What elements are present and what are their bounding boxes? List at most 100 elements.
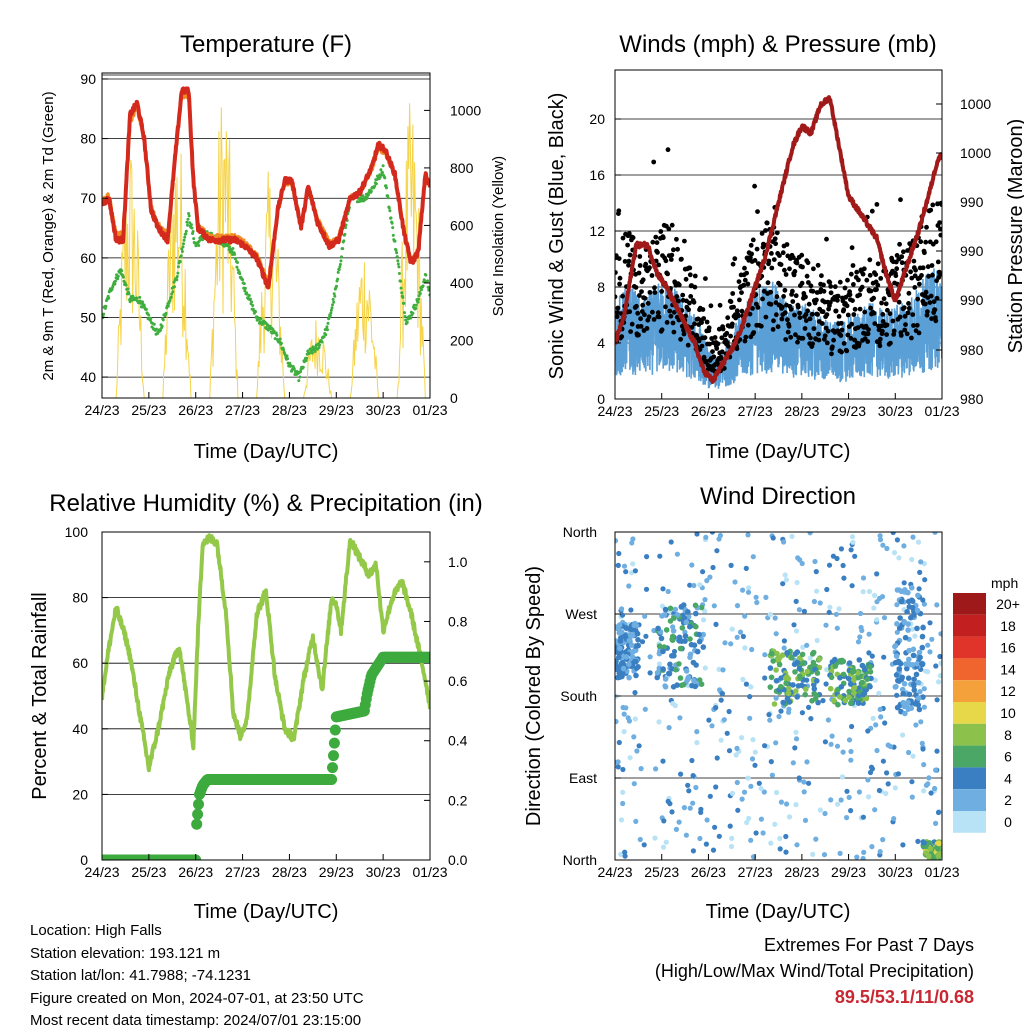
dewpoint-point: [113, 282, 117, 286]
wind-direction-point: [801, 789, 807, 795]
wind-direction-point: [632, 690, 638, 696]
dewpoint-point: [403, 315, 407, 318]
dewpoint-point: [374, 182, 378, 186]
wind-direction-point: [689, 757, 695, 764]
wind-direction-point: [882, 720, 888, 726]
wind-direction-point: [633, 658, 639, 665]
wind-direction-point: [647, 670, 653, 676]
wind-direction-point: [861, 849, 867, 856]
winds-xtick-label: 25/23: [644, 403, 679, 419]
gust-point: [742, 265, 747, 271]
gust-point: [712, 335, 718, 340]
gust-point: [906, 301, 911, 306]
gust-point: [679, 256, 684, 262]
dewpoint-point: [403, 311, 406, 315]
dewpoint-point: [169, 295, 173, 299]
gust-point: [752, 183, 757, 189]
wind-direction-point: [893, 653, 900, 659]
dewpoint-point: [173, 285, 176, 289]
dewpoint-point: [292, 367, 296, 371]
wind-direction-point: [690, 800, 696, 806]
colorbar-label: 18: [1000, 618, 1016, 634]
dewpoint-point: [102, 312, 106, 316]
dewpoint-point: [187, 214, 191, 218]
wind-direction-point: [831, 697, 837, 704]
wind-direction-point: [920, 746, 926, 752]
temperature-x-label: Time (Day/UTC): [194, 441, 339, 463]
wind-direction-point: [710, 847, 717, 853]
wind-direction-point: [780, 581, 786, 587]
wind-direction-point: [632, 716, 638, 722]
humidity-xtick-label: 25/23: [131, 864, 166, 880]
wind-direction-point: [885, 781, 891, 787]
dewpoint-point: [308, 351, 311, 355]
gust-point: [845, 312, 851, 318]
wind-direction-point: [920, 694, 926, 700]
wind-direction-point: [631, 734, 637, 740]
gust-point: [891, 328, 897, 334]
gust-point: [824, 236, 829, 242]
dewpoint-point: [278, 337, 282, 341]
wind-direction-point: [618, 817, 625, 823]
wind-direction-point: [804, 759, 810, 765]
dewpoint-point: [168, 299, 172, 303]
gust-point: [650, 309, 655, 315]
gust-point: [737, 297, 742, 303]
wind-direction-point: [850, 668, 857, 674]
wind-direction-point: [850, 539, 856, 545]
wind-direction-point: [637, 836, 643, 843]
wind-direction-point: [867, 664, 873, 670]
gust-point: [923, 239, 929, 245]
gust-point: [809, 311, 815, 317]
gust-point: [704, 319, 710, 325]
winds-ytick-label: 0: [597, 391, 605, 407]
gust-point: [828, 284, 834, 289]
wind-direction-point: [793, 688, 799, 694]
dewpoint-point: [142, 303, 146, 307]
gust-series: [615, 147, 942, 374]
dewpoint-point: [338, 262, 342, 266]
wind-direction-point: [660, 586, 666, 592]
temperature-xtick-label: 01/23: [412, 402, 447, 418]
wind-direction-point: [628, 607, 634, 613]
wind-direction-point: [665, 798, 671, 805]
gust-point: [770, 327, 776, 332]
gust-point: [751, 330, 757, 335]
wind-direction-point: [892, 684, 899, 690]
dewpoint-point: [325, 325, 329, 329]
wind-direction-xtick-label: 29/23: [831, 864, 866, 880]
gust-point: [905, 248, 910, 253]
wind-direction-point: [801, 608, 808, 615]
dewpoint-point: [391, 233, 395, 237]
winds-xtick-label: 29/23: [831, 403, 866, 419]
wind-direction-point: [926, 775, 932, 781]
wind-direction-point: [910, 753, 916, 759]
wind-direction-point: [672, 606, 679, 613]
wind-direction-point: [713, 705, 719, 711]
gust-point: [783, 337, 789, 342]
dewpoint-point: [414, 303, 418, 307]
gust-point: [820, 309, 826, 315]
wind-direction-point: [921, 762, 927, 768]
wind-direction-point: [934, 697, 940, 703]
gust-point: [928, 293, 934, 299]
gust-point: [676, 282, 682, 288]
gust-point: [851, 312, 857, 317]
dewpoint-point: [121, 275, 125, 279]
wind-direction-point: [786, 814, 793, 820]
wind-direction-point: [667, 605, 674, 612]
gust-point: [779, 316, 785, 322]
dewpoint-point: [416, 300, 420, 304]
wind-direction-point: [909, 598, 916, 604]
gust-point: [815, 312, 820, 317]
wind-direction-point: [777, 835, 783, 842]
wind-direction-point: [642, 706, 648, 712]
gust-point: [837, 279, 843, 285]
wind-direction-point: [794, 694, 800, 700]
gust-point: [742, 277, 748, 283]
gust-point: [814, 297, 819, 303]
wind-direction-point: [851, 675, 858, 681]
wind-direction-point: [630, 561, 636, 567]
gust-point: [640, 277, 646, 283]
wind-direction-point: [838, 684, 845, 690]
